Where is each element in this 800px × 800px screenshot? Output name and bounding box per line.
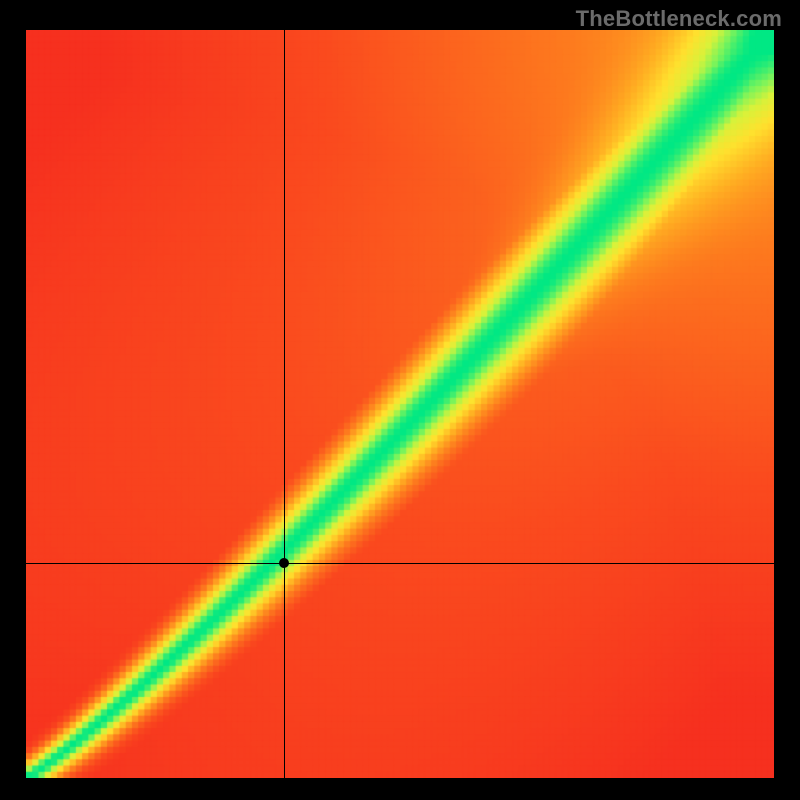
watermark-text: TheBottleneck.com <box>576 6 782 32</box>
crosshair-vertical <box>284 30 285 778</box>
heatmap-plot <box>26 30 774 778</box>
crosshair-horizontal <box>26 563 774 564</box>
heatmap-canvas <box>26 30 774 778</box>
chart-frame: TheBottleneck.com <box>0 0 800 800</box>
